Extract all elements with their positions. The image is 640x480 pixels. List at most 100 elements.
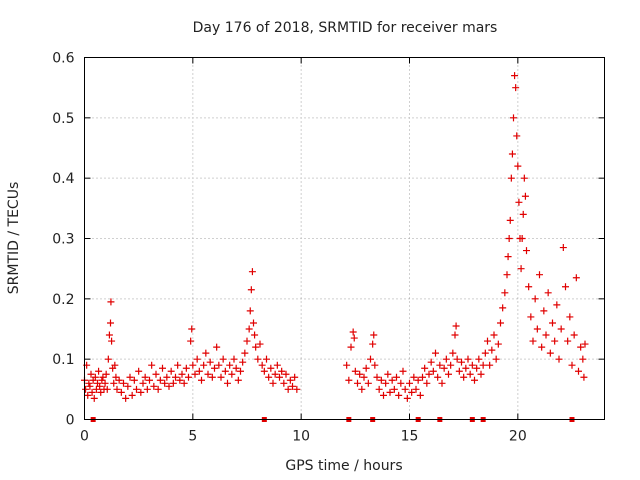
data-point <box>115 376 123 384</box>
data-point <box>384 370 392 378</box>
data-point <box>206 358 214 366</box>
data-point <box>263 355 270 363</box>
data-point <box>555 355 563 363</box>
data-point <box>128 391 136 399</box>
data-point <box>247 286 255 294</box>
data-point <box>85 379 93 387</box>
y-axis-label: SRMTID / TECUs <box>6 182 22 295</box>
data-point <box>88 388 96 396</box>
data-point <box>228 370 236 378</box>
data-point <box>86 382 94 390</box>
data-point <box>213 343 221 351</box>
data-point <box>99 373 107 381</box>
data-point <box>549 319 556 327</box>
data-point <box>507 174 515 182</box>
data-point <box>112 373 120 381</box>
data-point <box>345 376 353 384</box>
data-point <box>568 361 576 369</box>
data-point <box>139 379 147 387</box>
data-point <box>511 72 519 80</box>
data-point <box>152 370 160 378</box>
data-point <box>529 337 537 345</box>
data-point <box>360 373 368 381</box>
data-point <box>406 379 413 387</box>
y-tick-label: 0.4 <box>52 171 74 187</box>
data-point <box>293 385 301 393</box>
data-point <box>388 376 396 384</box>
data-point <box>525 283 533 291</box>
y-tick-label: 0.1 <box>52 352 74 368</box>
data-point <box>161 379 169 387</box>
data-point <box>536 271 543 279</box>
data-point <box>481 349 489 357</box>
x-axis-label: GPS time / hours <box>285 458 402 474</box>
data-point <box>169 379 177 387</box>
data-point <box>451 331 459 339</box>
data-point <box>265 373 273 381</box>
data-point <box>278 367 286 375</box>
data-point <box>436 361 444 369</box>
data-point <box>484 337 491 345</box>
data-point <box>156 376 164 384</box>
data-point <box>273 361 281 369</box>
data-point <box>479 361 487 369</box>
x-tick-label: 15 <box>401 429 419 445</box>
data-point <box>421 364 429 372</box>
x-tick-label: 10 <box>292 429 310 445</box>
data-point <box>373 373 381 381</box>
data-point <box>553 301 561 309</box>
data-point <box>102 370 110 378</box>
data-point <box>107 298 115 306</box>
data-point <box>546 349 554 357</box>
data-point <box>154 385 162 393</box>
data-point <box>452 322 460 330</box>
data-point <box>442 355 450 363</box>
data-point <box>230 355 238 363</box>
data-point <box>165 382 173 390</box>
data-point <box>232 364 240 372</box>
data-point <box>243 337 251 345</box>
data-point <box>98 376 106 384</box>
data-point <box>82 385 90 393</box>
data-point <box>581 340 589 348</box>
data-point <box>434 373 442 381</box>
data-point <box>221 367 229 375</box>
data-point <box>246 307 254 315</box>
data-point <box>462 364 470 372</box>
data-point <box>408 388 416 396</box>
data-point <box>185 373 192 381</box>
data-point <box>163 373 171 381</box>
x-tick-label: 5 <box>188 429 197 445</box>
data-point <box>141 373 149 381</box>
data-point <box>91 373 99 381</box>
data-point <box>284 385 292 393</box>
data-point <box>395 391 403 399</box>
data-point <box>226 361 234 369</box>
data-point <box>256 340 264 348</box>
data-point <box>187 337 195 345</box>
data-point <box>523 247 530 255</box>
axis-ticks: 0 5 10 15 20 0 0.1 0.2 0.3 0.4 0.5 0.6 <box>52 51 605 445</box>
data-point <box>369 340 377 348</box>
data-point <box>399 367 407 375</box>
data-point <box>486 361 494 369</box>
data-point <box>237 367 244 375</box>
y-tick-label: 0 <box>66 413 75 429</box>
data-point <box>351 367 359 375</box>
data-point <box>343 361 351 369</box>
data-point <box>101 379 109 387</box>
data-point <box>531 295 539 303</box>
data-point <box>375 385 383 393</box>
data-point <box>527 313 535 321</box>
data-point <box>510 114 517 122</box>
data-point <box>224 379 231 387</box>
data-point <box>490 331 498 339</box>
data-point <box>350 334 358 342</box>
data-point <box>215 361 223 369</box>
data-point <box>401 385 409 393</box>
data-point <box>515 198 523 206</box>
data-point <box>393 373 400 381</box>
data-point <box>92 385 100 393</box>
data-point <box>533 325 541 333</box>
